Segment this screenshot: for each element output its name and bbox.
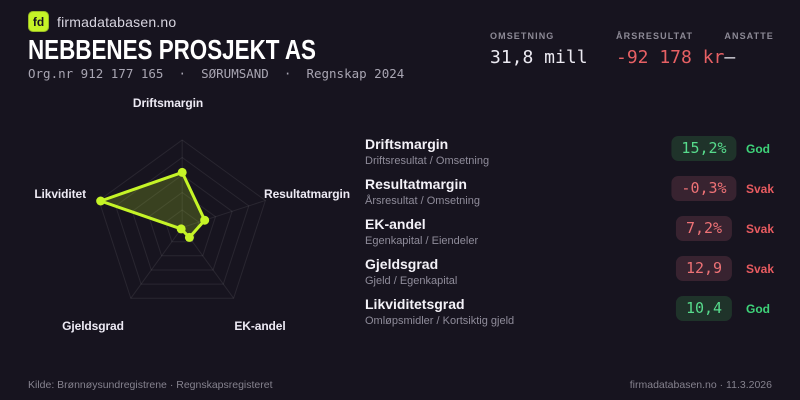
radar-axis-label-driftsmargin: Driftsmargin xyxy=(132,96,204,110)
footer-site-date[interactable]: firmadatabasen.no · 11.3.2026 xyxy=(629,379,772,391)
radar-axis-label-ek-andel: EK-andel xyxy=(234,319,286,333)
radar-data-point xyxy=(200,215,210,225)
key-figure-value: – xyxy=(724,47,736,68)
metric-value-pill: -0,3% xyxy=(671,176,737,201)
metric-name: EK-andel xyxy=(365,216,426,232)
metric-rating-label: God xyxy=(746,302,770,316)
metric-row: EK-andel Egenkapital / Eiendeler 7,2% Sv… xyxy=(365,216,775,257)
key-figure-value: 31,8 mill xyxy=(490,47,588,68)
key-figure: OMSETNING 31,8 mill xyxy=(490,31,616,68)
brand-site-name: firmadatabasen.no xyxy=(57,13,177,30)
metric-formula: Driftsresultat / Omsetning xyxy=(365,155,490,167)
key-figure: ANSATTE – xyxy=(724,31,774,68)
radar-axis-label-gjeldsgrad: Gjeldsgrad xyxy=(62,319,124,333)
metric-row: Gjeldsgrad Gjeld / Egenkapital 12,9 Svak xyxy=(365,256,775,297)
radar-data-polygon xyxy=(99,170,207,239)
radar-axis-label-resultatmargin: Resultatmargin xyxy=(264,187,350,201)
metrics-panel: Driftsmargin Driftsresultat / Omsetning … xyxy=(365,136,775,337)
company-name-title: NEBBENES PROSJEKT AS xyxy=(28,34,316,65)
metric-rating-label: Svak xyxy=(746,262,775,276)
footer-source: Kilde: Brønnøysundregistrene · Regnskaps… xyxy=(28,379,273,391)
firmadatabasen-logo-icon: fd xyxy=(28,11,49,32)
company-meta-line: Org.nr 912 177 165 · SØRUMSAND · Regnska… xyxy=(28,66,405,81)
metric-formula: Omløpsmidler / Kortsiktig gjeld xyxy=(365,315,515,327)
metric-name: Driftsmargin xyxy=(365,136,449,152)
logo-text: fd xyxy=(32,14,45,29)
radar-data-point xyxy=(176,224,186,234)
metric-name: Gjeldsgrad xyxy=(365,256,439,272)
metric-name: Likviditetsgrad xyxy=(365,296,465,312)
metric-formula: Årsresultat / Omsetning xyxy=(365,195,480,207)
key-figure-label: OMSETNING xyxy=(490,31,555,41)
metric-formula: Gjeld / Egenkapital xyxy=(365,275,458,287)
metric-value-pill: 10,4 xyxy=(675,296,733,321)
radar-data-point xyxy=(184,232,194,242)
metric-rating-label: Svak xyxy=(746,182,775,196)
metric-name: Resultatmargin xyxy=(365,176,467,192)
metric-value-pill: 12,9 xyxy=(675,256,733,281)
metric-formula: Egenkapital / Eiendeler xyxy=(365,235,479,247)
radar-data-point xyxy=(177,167,187,177)
metric-rating-label: Svak xyxy=(746,222,775,236)
metric-value-pill: 15,2% xyxy=(671,136,737,161)
radar-axis-label-likviditet: Likviditet xyxy=(34,187,86,201)
key-figures: OMSETNING 31,8 mill ÅRSRESULTAT -92 178 … xyxy=(490,31,774,68)
brand[interactable]: fd firmadatabasen.no xyxy=(28,11,176,32)
metric-rating-label: God xyxy=(746,142,770,156)
radar-chart xyxy=(96,139,266,299)
metric-row: Likviditetsgrad Omløpsmidler / Kortsikti… xyxy=(365,296,772,337)
radar-data-point xyxy=(96,196,106,206)
metric-row: Driftsmargin Driftsresultat / Omsetning … xyxy=(365,136,772,177)
key-figure-label: ANSATTE xyxy=(724,31,774,41)
key-figure-label: ÅRSRESULTAT xyxy=(616,31,694,41)
metric-row: Resultatmargin Årsresultat / Omsetning -… xyxy=(365,176,775,217)
key-figure-value: -92 178 kr xyxy=(616,47,725,68)
key-figure: ÅRSRESULTAT -92 178 kr xyxy=(616,31,724,68)
metric-value-pill: 7,2% xyxy=(675,216,733,241)
